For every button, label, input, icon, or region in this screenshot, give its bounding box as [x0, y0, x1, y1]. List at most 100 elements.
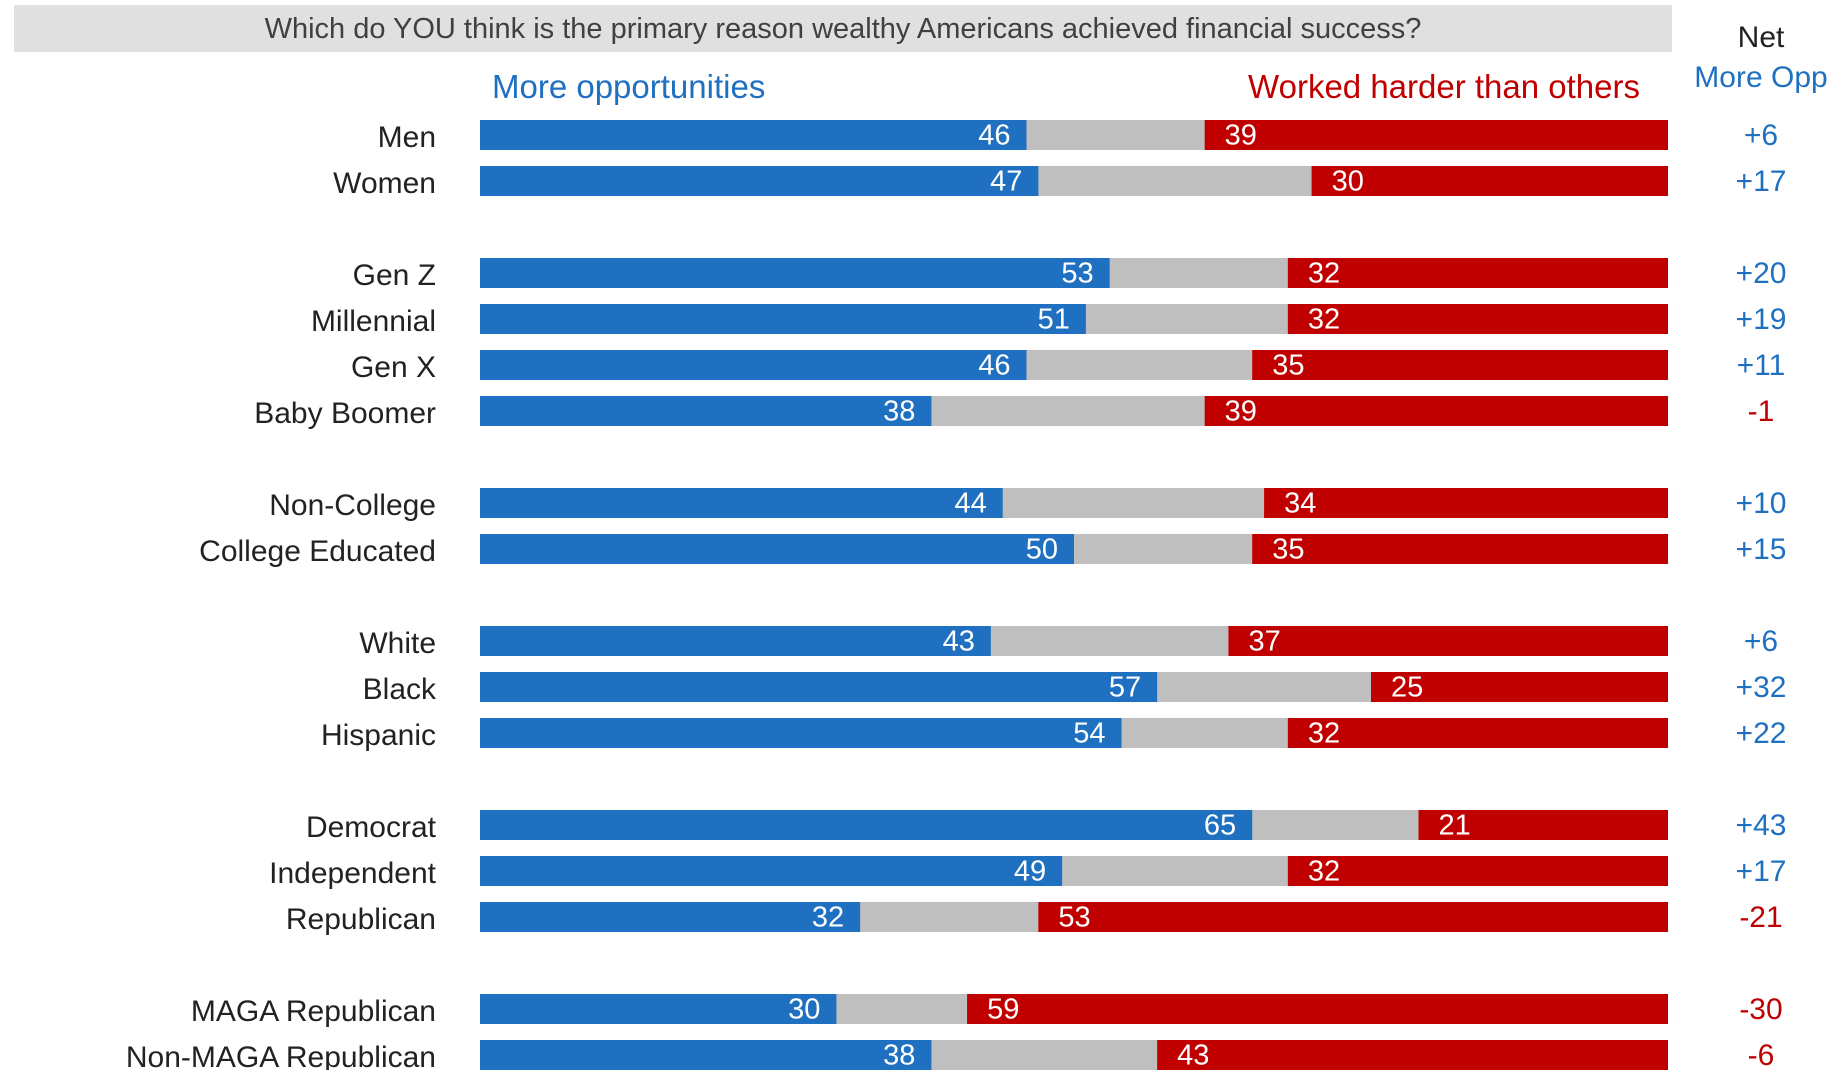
row-label-gen-z: Gen Z	[353, 259, 436, 292]
chart-title-bar: Which do YOU think is the primary reason…	[14, 5, 1672, 52]
data-label-more-independent: 49	[1014, 856, 1046, 888]
data-label-more-gen-z: 53	[1061, 258, 1093, 290]
net-value-gen-x: +11	[1737, 349, 1786, 382]
net-value-maga-republican: -30	[1739, 993, 1782, 1026]
bar-worked-harder-gen-x	[1252, 350, 1668, 380]
data-label-more-republican: 32	[812, 902, 844, 934]
row-label-black: Black	[363, 673, 437, 706]
chart-title: Which do YOU think is the primary reason…	[264, 13, 1422, 45]
net-value-hispanic: +22	[1736, 717, 1787, 750]
net-value-non-college: +10	[1736, 487, 1787, 520]
bar-more-opportunities-millennial	[480, 304, 1086, 334]
bar-worked-harder-millennial	[1287, 304, 1668, 334]
row-label-non-maga-republican: Non-MAGA Republican	[126, 1041, 436, 1070]
bar-more-opportunities-black	[480, 672, 1158, 702]
row-label-millennial: Millennial	[311, 305, 436, 338]
row-label-baby-boomer: Baby Boomer	[254, 397, 436, 430]
legend-worked-harder: Worked harder than others	[1248, 68, 1640, 105]
bar-more-opportunities-gen-z	[480, 258, 1110, 288]
data-label-worked-non-college: 34	[1284, 488, 1316, 520]
data-label-more-non-college: 44	[954, 488, 986, 520]
data-label-more-maga-republican: 30	[788, 994, 820, 1026]
net-value-baby-boomer: -1	[1748, 395, 1775, 428]
net-value-democrat: +43	[1736, 809, 1787, 842]
bar-more-opportunities-non-maga-republican	[480, 1040, 932, 1070]
data-label-more-democrat: 65	[1204, 810, 1236, 842]
data-label-worked-hispanic: 32	[1308, 718, 1340, 750]
bar-worked-harder-republican	[1038, 902, 1668, 932]
data-label-worked-white: 37	[1248, 626, 1280, 658]
legend-more-opportunities: More opportunities	[492, 68, 766, 105]
row-label-hispanic: Hispanic	[321, 719, 436, 752]
data-label-worked-college-educated: 35	[1272, 534, 1304, 566]
bar-more-opportunities-non-college	[480, 488, 1003, 518]
net-value-men: +6	[1744, 119, 1778, 152]
data-label-worked-democrat: 21	[1439, 810, 1471, 842]
data-label-worked-maga-republican: 59	[987, 994, 1019, 1026]
data-label-worked-non-maga-republican: 43	[1177, 1040, 1209, 1070]
row-label-democrat: Democrat	[306, 811, 437, 844]
net-value-gen-z: +20	[1736, 257, 1787, 290]
data-label-more-hispanic: 54	[1073, 718, 1105, 750]
data-label-worked-black: 25	[1391, 672, 1423, 704]
bar-worked-harder-maga-republican	[967, 994, 1668, 1024]
row-label-college-educated: College Educated	[199, 535, 436, 568]
bar-worked-harder-gen-z	[1287, 258, 1668, 288]
data-label-more-white: 43	[943, 626, 975, 658]
bar-worked-harder-white	[1228, 626, 1668, 656]
data-label-more-women: 47	[990, 166, 1022, 198]
bar-more-opportunities-independent	[480, 856, 1063, 886]
bar-more-opportunities-baby-boomer	[480, 396, 932, 426]
bar-more-opportunities-men	[480, 120, 1027, 150]
row-label-republican: Republican	[286, 903, 436, 936]
row-label-non-college: Non-College	[269, 489, 436, 522]
bar-worked-harder-independent	[1287, 856, 1668, 886]
net-value-republican: -21	[1739, 901, 1782, 934]
data-label-worked-millennial: 32	[1308, 304, 1340, 336]
data-label-worked-gen-x: 35	[1272, 350, 1304, 382]
bar-more-opportunities-gen-x	[480, 350, 1027, 380]
bar-more-opportunities-white	[480, 626, 991, 656]
bar-worked-harder-women	[1311, 166, 1668, 196]
data-label-worked-women: 30	[1332, 166, 1364, 198]
net-header-line-1: Net	[1737, 21, 1785, 54]
net-header-line-2: More Opp	[1694, 61, 1828, 94]
bar-worked-harder-baby-boomer	[1204, 396, 1668, 426]
bar-worked-harder-hispanic	[1287, 718, 1668, 748]
bar-more-opportunities-maga-republican	[480, 994, 837, 1024]
bar-more-opportunities-republican	[480, 902, 861, 932]
net-column-header: Net More Opp	[1676, 18, 1846, 98]
bar-more-opportunities-college-educated	[480, 534, 1074, 564]
row-label-gen-x: Gen X	[351, 351, 436, 384]
data-label-worked-republican: 53	[1058, 902, 1090, 934]
data-label-more-baby-boomer: 38	[883, 396, 915, 428]
row-label-maga-republican: MAGA Republican	[191, 995, 436, 1028]
data-label-more-millennial: 51	[1038, 304, 1070, 336]
net-value-independent: +17	[1736, 855, 1787, 888]
net-value-women: +17	[1736, 165, 1787, 198]
data-label-worked-baby-boomer: 39	[1225, 396, 1257, 428]
data-label-worked-independent: 32	[1308, 856, 1340, 888]
data-label-worked-men: 39	[1225, 120, 1257, 152]
net-value-millennial: +19	[1736, 303, 1787, 336]
net-value-white: +6	[1744, 625, 1778, 658]
data-label-more-gen-x: 46	[978, 350, 1010, 382]
bar-more-opportunities-hispanic	[480, 718, 1122, 748]
bar-more-opportunities-democrat	[480, 810, 1253, 840]
data-label-more-college-educated: 50	[1026, 534, 1058, 566]
row-label-white: White	[359, 627, 436, 660]
data-label-more-non-maga-republican: 38	[883, 1040, 915, 1070]
row-label-men: Men	[378, 121, 436, 154]
bar-worked-harder-black	[1371, 672, 1668, 702]
bar-worked-harder-college-educated	[1252, 534, 1668, 564]
row-label-women: Women	[333, 167, 436, 200]
bar-worked-harder-non-college	[1264, 488, 1668, 518]
bar-more-opportunities-women	[480, 166, 1039, 196]
data-label-worked-gen-z: 32	[1308, 258, 1340, 290]
data-label-more-men: 46	[978, 120, 1010, 152]
row-label-independent: Independent	[269, 857, 436, 890]
net-value-non-maga-republican: -6	[1748, 1039, 1775, 1070]
bar-worked-harder-democrat	[1418, 810, 1668, 840]
bar-worked-harder-non-maga-republican	[1157, 1040, 1668, 1070]
